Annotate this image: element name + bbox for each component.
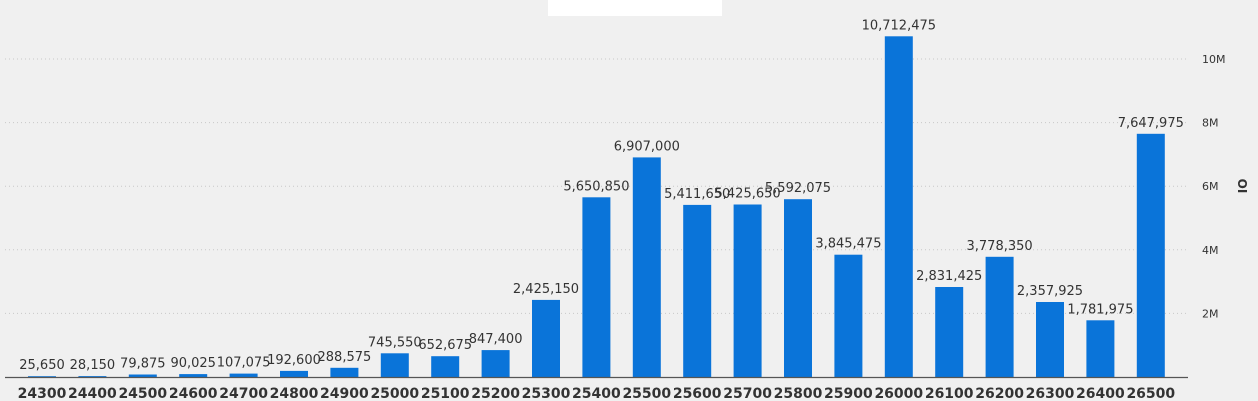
x-tick-label: 24700 (219, 386, 268, 401)
bar-value-label: 3,778,350 (967, 239, 1033, 254)
bar-value-label: 847,400 (469, 332, 523, 347)
y-tick-label: 6M (1202, 180, 1219, 193)
x-axis-ticks: 24300 24400 24500 24600 24700 24800 24900 25000… (18, 386, 1176, 401)
x-tick-label: 24300 (18, 386, 67, 401)
bar[interactable] (128, 374, 157, 378)
bar-value-label: 5,592,075 (765, 181, 831, 196)
bar[interactable] (784, 199, 812, 377)
x-tick-label: 25600 (673, 386, 722, 401)
bar-value-label: 90,025 (170, 356, 216, 371)
bar-value-label: 5,425,650 (715, 187, 781, 202)
bar-value-label: 28,150 (70, 358, 116, 373)
x-tick-label: 24400 (68, 386, 117, 401)
bar[interactable] (582, 197, 611, 377)
bar[interactable] (632, 157, 661, 377)
bar[interactable] (834, 254, 863, 377)
x-tick-label: 24600 (169, 386, 218, 401)
bar-value-label: 79,875 (120, 357, 166, 372)
y-axis-label: OI (1235, 179, 1249, 194)
bar[interactable] (1086, 320, 1115, 377)
x-tick-label: 24500 (118, 386, 167, 401)
bar-value-label: 6,907,000 (614, 139, 680, 154)
bar-labels-layer: 25,650 28,150 79,875 90,025 107,075192,60028… (19, 18, 1184, 373)
bar[interactable] (683, 204, 712, 377)
x-tick-label: 26400 (1076, 386, 1125, 401)
bar-value-label: 10,712,475 (862, 18, 936, 33)
x-tick-label: 24900 (320, 386, 369, 401)
y-tick-label: 2M (1202, 307, 1219, 320)
bar-value-label: 107,075 (217, 356, 271, 371)
x-tick-label: 25400 (572, 386, 621, 401)
y-tick-label: 8M (1202, 117, 1219, 130)
bar-value-label: 3,845,475 (815, 237, 881, 252)
bar[interactable] (935, 287, 964, 377)
top-white-box (548, 0, 722, 16)
x-tick-label: 26100 (925, 386, 974, 401)
bar-value-label: 192,600 (267, 353, 321, 368)
bar[interactable] (280, 370, 308, 377)
x-tick-label: 25300 (522, 386, 571, 401)
bar[interactable] (179, 374, 208, 377)
x-tick-label: 25800 (774, 386, 823, 401)
bar[interactable] (1036, 302, 1064, 377)
x-tick-label: 25900 (824, 386, 873, 401)
y-tick-label: 4M (1202, 244, 1219, 257)
bar-value-label: 2,357,925 (1017, 284, 1083, 299)
y-axis-ticks: 2M 4M 6M 8M 10M (1202, 53, 1226, 320)
bar-value-label: 2,831,425 (916, 269, 982, 284)
bar-value-label: 2,425,150 (513, 282, 579, 297)
x-tick-label: 26300 (1026, 386, 1075, 401)
bar[interactable] (733, 204, 762, 378)
bar[interactable] (1136, 133, 1165, 377)
x-tick-label: 25000 (370, 386, 419, 401)
bar-value-label: 5,411,650 (664, 187, 730, 202)
x-tick-label: 26000 (874, 386, 923, 401)
bar[interactable] (78, 376, 107, 377)
x-tick-label: 26200 (975, 386, 1024, 401)
bar[interactable] (431, 356, 460, 377)
x-tick-label: 26500 (1126, 386, 1175, 401)
bar[interactable] (481, 350, 510, 377)
x-tick-label: 25200 (471, 386, 520, 401)
bar-value-label: 745,550 (368, 335, 422, 350)
bar[interactable] (380, 353, 409, 377)
bar[interactable] (229, 373, 258, 377)
x-tick-label: 25700 (723, 386, 772, 401)
x-tick-label: 25500 (622, 386, 671, 401)
bar[interactable] (985, 256, 1014, 377)
x-tick-label: 24800 (270, 386, 319, 401)
bar[interactable] (330, 367, 359, 377)
y-tick-label: 10M (1202, 53, 1226, 66)
bar-value-label: 5,650,850 (563, 179, 629, 194)
bars-layer (28, 36, 1165, 378)
bar-value-label: 7,647,975 (1118, 116, 1184, 131)
x-tick-label: 25100 (421, 386, 470, 401)
bar-value-label: 652,675 (418, 338, 472, 353)
bar-value-label: 288,575 (318, 350, 372, 365)
bar[interactable] (532, 299, 560, 377)
bar[interactable] (884, 36, 913, 378)
bar[interactable] (28, 376, 56, 377)
bar-value-label: 25,650 (19, 358, 65, 373)
bar-value-label: 1,781,975 (1067, 302, 1133, 317)
